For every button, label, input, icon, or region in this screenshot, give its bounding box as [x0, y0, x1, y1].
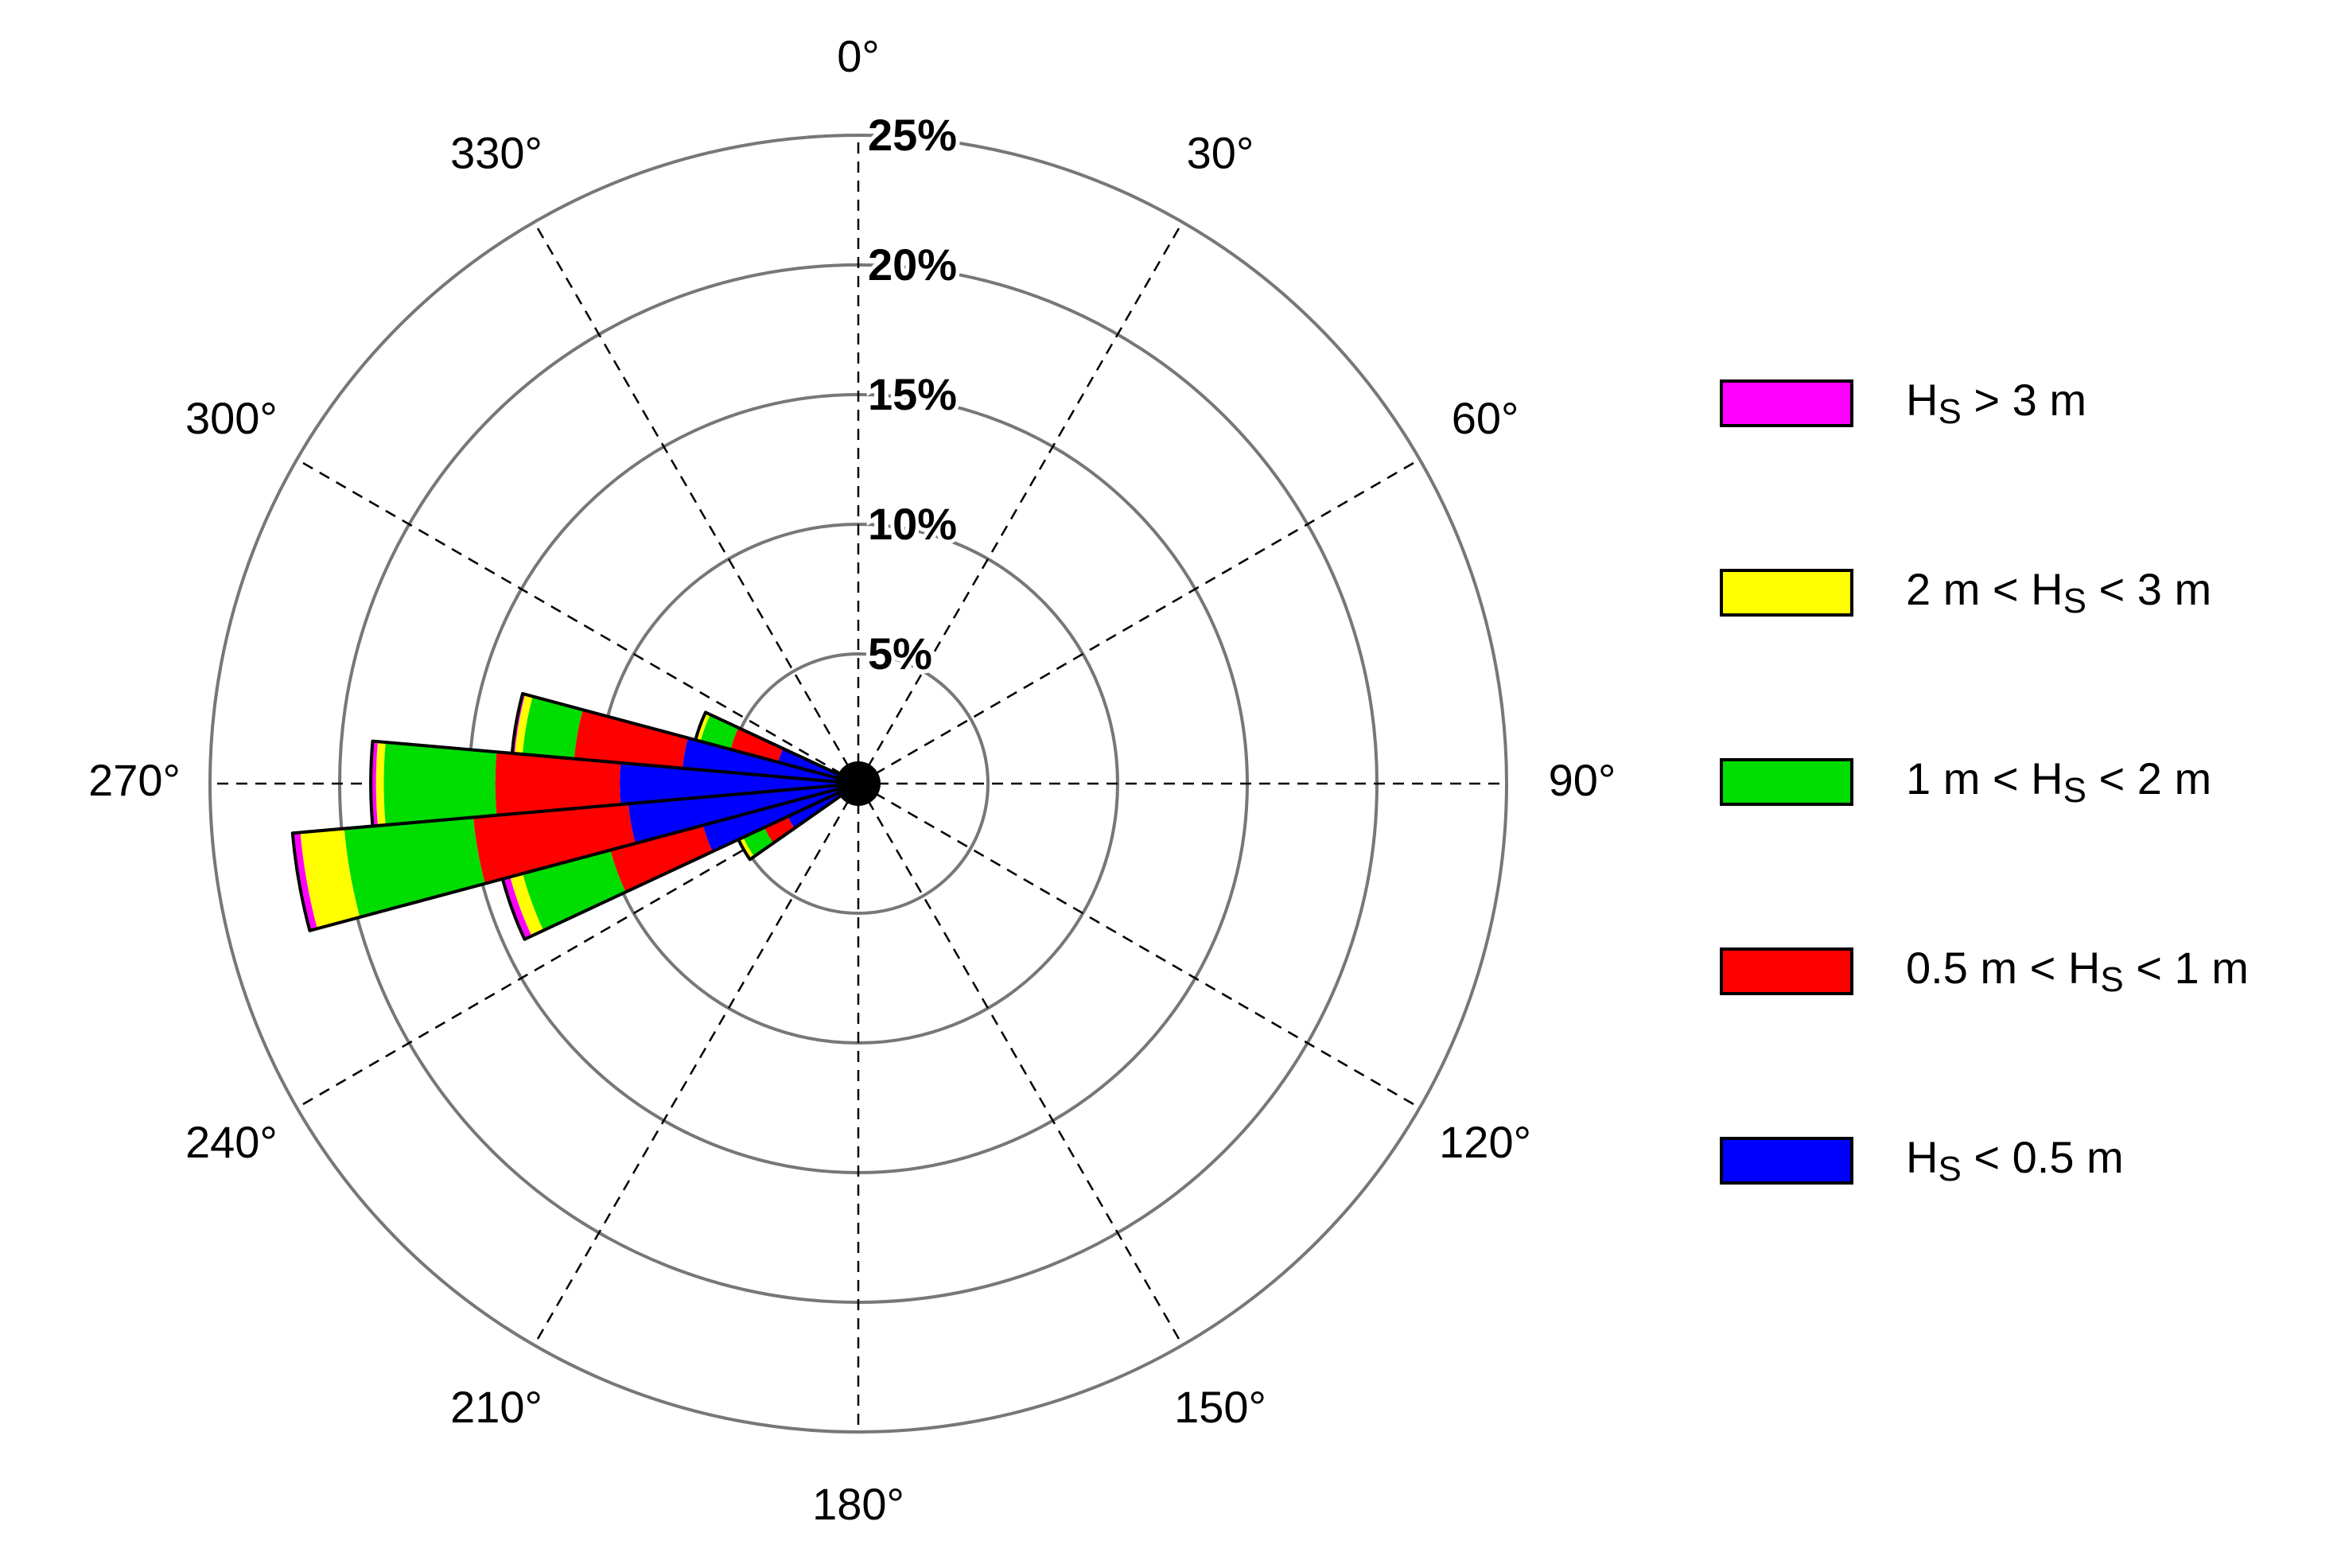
theta-tick-label: 240°	[185, 1117, 278, 1167]
grid-spoke	[857, 783, 1184, 1346]
legend-swatch	[1720, 947, 1853, 995]
legend-swatch	[1720, 758, 1853, 806]
subscript: S	[1938, 1150, 1961, 1189]
petal-segment	[574, 710, 688, 768]
label-part: 1 m < H	[1906, 753, 2063, 803]
petal-outline	[290, 782, 860, 932]
theta-tick-label: 90°	[1549, 755, 1616, 805]
theta-tick-label: 0°	[837, 31, 880, 81]
petal-segment	[695, 712, 710, 741]
petal-segment	[383, 742, 497, 825]
theta-tick-label: 60°	[1452, 393, 1519, 443]
grid-spoke	[533, 783, 860, 1346]
grid-spoke	[858, 458, 1421, 785]
subscript: S	[2063, 582, 2086, 621]
petal-segment	[292, 832, 317, 931]
theta-tick-label: 30°	[1187, 128, 1254, 178]
petal-outline	[369, 739, 860, 828]
petal-outline	[694, 710, 860, 785]
petal-segment	[510, 873, 544, 936]
r-tick-label: 15%	[868, 369, 957, 419]
label-part: 0.5 m < H	[1906, 943, 2100, 993]
legend-label: 1 m < HS < 2 m	[1906, 753, 2211, 810]
r-tick-label: 20%	[868, 239, 957, 290]
label-part: < 2 m	[2086, 753, 2211, 803]
petal-segment	[300, 828, 360, 929]
grid-spoke	[857, 221, 1184, 784]
grid-spoke	[296, 458, 859, 785]
legend-swatch	[1720, 1137, 1853, 1185]
grid-spoke	[858, 782, 1421, 1109]
grid-ring	[208, 134, 1508, 1434]
label-part: H	[1906, 1132, 1938, 1182]
legend-label: 0.5 m < HS < 1 m	[1906, 943, 2249, 999]
petal-segment	[522, 696, 583, 759]
theta-tick-label: 210°	[450, 1382, 542, 1432]
label-part: > 3 m	[1962, 375, 2086, 425]
theta-tick-label: 270°	[88, 755, 181, 805]
petal-segment	[610, 825, 713, 893]
petal-segment	[511, 693, 526, 754]
subscript: S	[2063, 771, 2086, 810]
legend-swatch	[1720, 379, 1853, 427]
petal-segment	[730, 727, 784, 762]
theta-tick-label: 300°	[185, 393, 278, 443]
r-tick-label: 25%	[868, 110, 957, 160]
petal-segment	[764, 816, 795, 843]
center-dot	[836, 761, 881, 806]
theta-tick-label: 330°	[450, 128, 542, 178]
theta-tick-label: 180°	[812, 1479, 904, 1529]
petal-segment	[473, 803, 636, 884]
r-tick-label: 10%	[868, 499, 957, 549]
legend-label: HS > 3 m	[1906, 375, 2086, 431]
grid-spoke	[533, 221, 860, 784]
subscript: S	[2100, 960, 2123, 999]
label-part: < 1 m	[2124, 943, 2249, 993]
theta-tick-label: 120°	[1439, 1117, 1531, 1167]
petal-segment	[502, 877, 532, 940]
subscript: S	[1938, 392, 1961, 431]
label-part: 2 m < H	[1906, 564, 2063, 614]
petal-segment	[738, 837, 755, 860]
grid-spoke	[296, 782, 859, 1109]
petal-outline	[510, 691, 860, 785]
petal-segment	[523, 850, 626, 931]
petal-segment	[700, 714, 739, 749]
label-part: < 0.5 m	[1962, 1132, 2124, 1182]
legend-label: 2 m < HS < 3 m	[1906, 564, 2211, 621]
petal-segment	[620, 762, 858, 805]
theta-tick-label: 150°	[1174, 1382, 1266, 1432]
label-part: H	[1906, 375, 1938, 425]
label-part: < 3 m	[2086, 564, 2211, 614]
legend-swatch	[1720, 569, 1853, 617]
petal-segment	[495, 752, 621, 815]
petal-segment	[375, 741, 386, 826]
petal-segment	[515, 694, 533, 755]
legend-label: HS < 0.5 m	[1906, 1132, 2124, 1189]
r-tick-label: 5%	[868, 628, 932, 679]
